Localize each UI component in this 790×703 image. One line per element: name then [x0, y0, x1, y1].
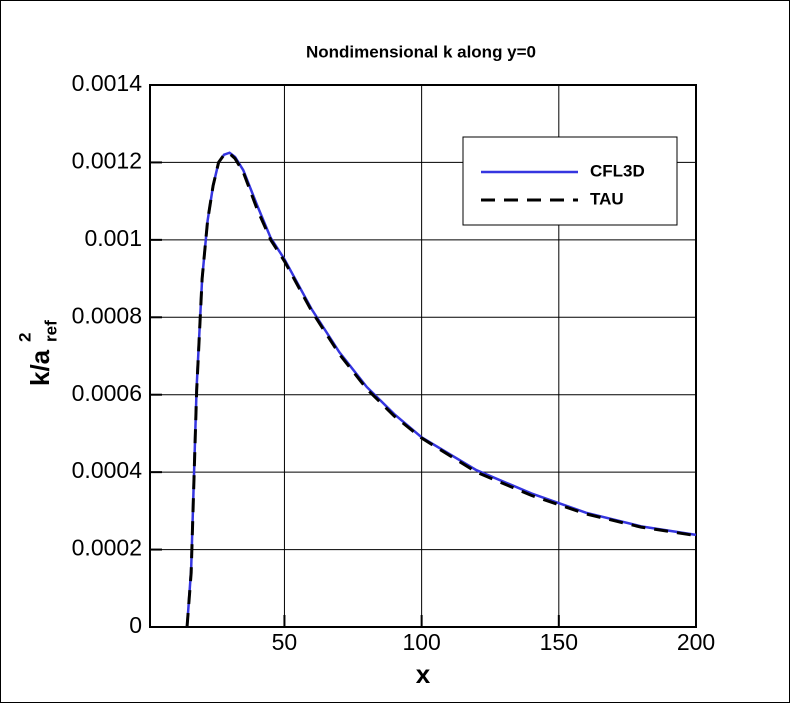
- y-label-main: k/a: [25, 349, 55, 386]
- y-tick-label: 0.0012: [72, 148, 142, 174]
- y-tick-label: 0.0008: [72, 302, 142, 328]
- y-tick-label: 0.0004: [72, 457, 143, 483]
- x-tick-label: 50: [272, 629, 298, 655]
- y-tick-label: 0.0002: [72, 535, 142, 561]
- x-tick-label: 150: [540, 629, 578, 655]
- y-label-sub: ref: [41, 320, 60, 342]
- x-tick-label: 100: [402, 629, 440, 655]
- legend-box: [462, 136, 678, 226]
- legend-label: TAU: [590, 189, 624, 208]
- legend: CFL3D TAU: [462, 136, 678, 226]
- plot-border: [149, 84, 697, 628]
- y-tick-label: 0.0014: [72, 70, 143, 96]
- series-line: [185, 151, 697, 628]
- y-tick-label: 0.001: [84, 225, 142, 251]
- y-axis-label: k/a ref 2: [15, 320, 60, 386]
- x-axis-label: x: [416, 659, 431, 689]
- y-tick-label: 0.0006: [72, 380, 142, 406]
- y-tick-label: 0: [129, 612, 142, 638]
- chart-title: Nondimensional k along y=0: [306, 42, 536, 61]
- legend-label: CFL3D: [590, 161, 645, 180]
- x-tick-label: 200: [677, 629, 715, 655]
- y-label-sup: 2: [15, 333, 34, 342]
